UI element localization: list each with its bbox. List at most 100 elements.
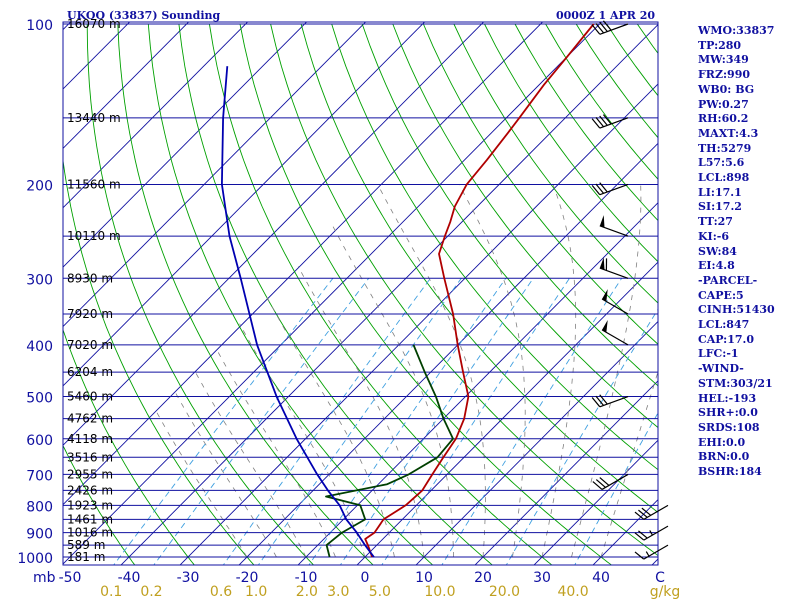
dry-adiabat-line [270, 23, 658, 557]
mixing-ratio-line [222, 278, 431, 565]
pressure-tick-label: 700 [26, 468, 53, 484]
index-item: PW:0.27 [698, 97, 749, 111]
isotherm-line [0, 12, 21, 568]
parcel-profile [221, 66, 375, 558]
temperature-profile [364, 23, 595, 558]
pressure-tick-label: 900 [26, 527, 53, 543]
hodograph-barb [634, 525, 669, 541]
dry-adiabat-line [178, 23, 493, 565]
mixing-ratio-label: 2.0 [296, 584, 318, 600]
index-item: LI:17.1 [698, 185, 742, 199]
mixing-ratio-label: 40.0 [557, 584, 588, 600]
height-label: 181 m [67, 550, 105, 564]
height-label: 16070 m [67, 17, 121, 31]
pressure-tick-label: 300 [26, 272, 53, 288]
mixing-ratio-label: 0.1 [100, 584, 122, 600]
index-item: MW:349 [698, 53, 749, 67]
height-label: 2955 m [67, 467, 113, 481]
sounding-indices: WMO:33837 TP:280 MW:349 FRZ:990 WB0: BG PW:0.… [698, 24, 775, 480]
index-item: CINH:51430 [698, 303, 775, 317]
pressure-tick-label: 800 [26, 499, 53, 515]
index-item: HEL:-193 [698, 391, 757, 405]
moist-adiabat-line [193, 369, 307, 558]
isotherm-line [63, 22, 190, 150]
moist-adiabat-line [174, 391, 277, 558]
dry-adiabat-line [86, 23, 315, 565]
wind-barb [599, 215, 629, 237]
hodograph-barb [634, 504, 669, 520]
index-item: L57:5.6 [698, 156, 745, 170]
moist-adiabat-line [571, 184, 642, 558]
pressure-tick-label: 600 [26, 433, 53, 449]
dry-adiabat-line [392, 23, 658, 387]
isotherm-line [63, 22, 426, 387]
height-label: 1461 m [67, 512, 113, 526]
index-item: SRDS:108 [698, 420, 760, 434]
wind-barb [601, 320, 629, 346]
index-item: RH:60.2 [698, 112, 749, 126]
isotherm-line [238, 142, 658, 565]
index-item: -WIND- [698, 362, 744, 376]
temperature-tick-label: C [655, 570, 665, 586]
isotherm-line [63, 22, 603, 565]
dry-adiabat-line [331, 23, 658, 471]
dry-adiabat-line [117, 23, 374, 565]
temperature-tick-label: 10 [415, 570, 433, 586]
isotherm-line [63, 22, 485, 446]
index-item: WB0: BG [698, 82, 755, 96]
index-item: LCL:898 [698, 171, 750, 185]
height-label: 589 m [67, 538, 105, 552]
height-label: 3516 m [67, 450, 113, 464]
mixing-ratio-label: g/kg [650, 584, 681, 600]
mixing-ratio-line [339, 278, 534, 565]
temperature-tick-label: 40 [592, 570, 610, 586]
temperature-tick-label: -10 [295, 570, 318, 586]
index-item: MAXT:4.3 [698, 126, 759, 140]
wind-barb [592, 473, 629, 490]
height-label: 10110 m [67, 229, 121, 243]
height-label: 11560 m [67, 177, 121, 191]
wind-barbs [591, 20, 669, 560]
wind-barb [591, 394, 629, 408]
height-label: 1016 m [67, 526, 113, 540]
station-title: UKOO (33837) Sounding [67, 9, 221, 22]
pressure-tick-label: 100 [26, 18, 53, 34]
moist-adiabat-line [458, 184, 526, 558]
moist-adiabat-line [332, 226, 454, 557]
index-item: TP:280 [698, 38, 742, 52]
dry-adiabat-line [453, 23, 658, 304]
pressure-tick-label: 400 [26, 339, 53, 355]
pressure-tick-label: 500 [26, 391, 53, 407]
isotherm-line [356, 261, 658, 565]
mixing-ratio-line [441, 278, 623, 565]
mixing-ratio-line [153, 278, 370, 565]
isotherm-line [63, 22, 367, 328]
isotherm-line [474, 380, 658, 565]
dewpoint-profile [325, 344, 454, 558]
index-item: LCL:847 [698, 318, 750, 332]
temperature-tick-label: -40 [118, 570, 141, 586]
height-label: 4118 m [67, 432, 113, 446]
dry-adiabat-line [422, 23, 658, 345]
mixing-ratio-line [113, 278, 334, 565]
mixing-ratio-label: 1.0 [245, 584, 267, 600]
index-item: STM:303/21 [698, 376, 773, 390]
wind-barb [601, 289, 629, 315]
index-item: KI:-6 [698, 229, 729, 243]
dry-adiabat-line [239, 23, 613, 565]
sounding-profiles [221, 23, 595, 558]
wind-barb [591, 182, 629, 196]
mixing-ratio-label: 20.0 [489, 584, 520, 600]
height-label: 13440 m [67, 111, 121, 125]
moist-adiabat-line [377, 184, 486, 558]
moist-adiabat-line [600, 370, 658, 558]
index-item: EHI:0.0 [698, 435, 746, 449]
index-item: LFC:-1 [698, 347, 739, 361]
dry-adiabat-line [208, 23, 553, 565]
dry-adiabat-line [147, 23, 434, 565]
dry-adiabat-line [484, 23, 658, 263]
mixing-ratio-line [381, 278, 570, 565]
plot-frame [62, 21, 659, 566]
